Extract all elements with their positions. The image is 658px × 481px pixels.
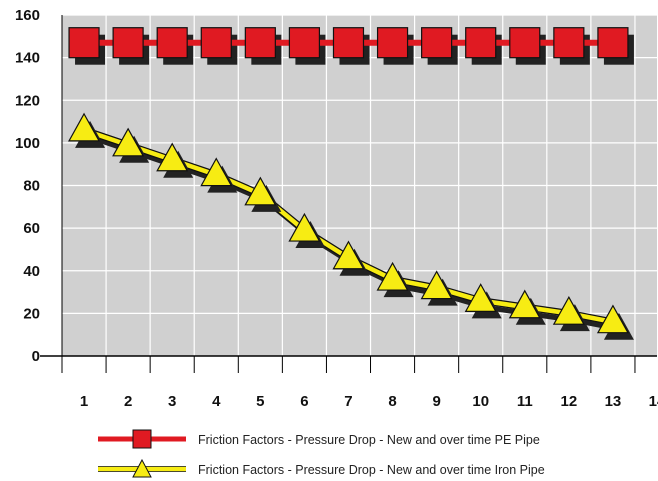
iron-point xyxy=(244,176,277,206)
pe-point xyxy=(509,27,541,59)
x-tick-label: 8 xyxy=(388,393,396,410)
iron-point xyxy=(596,304,629,334)
pe-point xyxy=(68,27,100,59)
x-tick-label: 11 xyxy=(517,393,533,410)
y-tick-label: 0 xyxy=(32,348,40,365)
x-tick-label: 9 xyxy=(432,393,440,410)
legend-label-iron-pipe: Friction Factors - Pressure Drop - New a… xyxy=(198,463,545,477)
x-tick-label: 3 xyxy=(168,393,176,410)
legend-marker-pe-pipe xyxy=(132,429,152,449)
y-tick-label: 60 xyxy=(23,220,40,237)
iron-point xyxy=(552,295,585,325)
series xyxy=(68,27,634,340)
series-pe-pipe xyxy=(68,27,634,65)
x-tick-label: 6 xyxy=(300,393,308,410)
iron-point xyxy=(464,283,497,312)
x-tick-label: 10 xyxy=(472,393,489,410)
iron-point xyxy=(508,289,541,319)
pe-point xyxy=(288,27,321,59)
y-tick-label: 80 xyxy=(23,178,40,195)
axes xyxy=(40,15,657,373)
iron-point xyxy=(200,157,233,187)
pe-point xyxy=(112,27,144,59)
x-tick-label: 14 xyxy=(649,393,658,410)
iron-point xyxy=(156,142,189,172)
x-tick-label: 2 xyxy=(124,393,132,410)
y-tick-label: 160 xyxy=(15,7,40,24)
x-tick-label: 1 xyxy=(80,393,88,410)
x-tick-label: 13 xyxy=(605,393,622,410)
pe-point xyxy=(421,27,453,59)
x-axis-tick-labels: 1234567891011121314 xyxy=(80,393,658,410)
grid-lines xyxy=(62,14,657,356)
x-tick-label: 12 xyxy=(561,393,578,410)
legend-item-iron-pipe: Friction Factors - Pressure Drop - New a… xyxy=(98,458,545,478)
pe-point xyxy=(465,27,497,59)
iron-point xyxy=(68,112,101,142)
legend: Friction Factors - Pressure Drop - New a… xyxy=(98,429,545,478)
y-tick-label: 100 xyxy=(15,135,40,152)
y-tick-label: 120 xyxy=(15,92,40,109)
series-iron-pipe xyxy=(68,112,634,340)
pe-point xyxy=(553,27,585,59)
iron-point xyxy=(376,261,409,291)
iron-point xyxy=(288,212,321,242)
x-tick-label: 4 xyxy=(212,393,221,410)
iron-point xyxy=(112,127,145,157)
x-tick-label: 7 xyxy=(344,393,352,410)
pe-point xyxy=(200,27,232,59)
iron-point xyxy=(332,240,365,270)
legend-label-pe-pipe: Friction Factors - Pressure Drop - New a… xyxy=(198,433,540,447)
pe-point xyxy=(332,27,365,59)
iron-point xyxy=(420,270,453,300)
legend-item-pe-pipe: Friction Factors - Pressure Drop - New a… xyxy=(98,429,540,449)
y-axis-tick-labels: 0 20 40 60 80 100 120 140 160 xyxy=(15,7,40,365)
legend-marker-iron-pipe xyxy=(132,458,152,478)
y-tick-label: 40 xyxy=(23,263,40,280)
y-tick-label: 20 xyxy=(23,305,40,322)
x-tick-label: 5 xyxy=(256,393,264,410)
pe-point xyxy=(156,27,188,59)
pe-point xyxy=(376,27,409,59)
pe-point xyxy=(244,27,276,59)
pe-point xyxy=(597,27,629,59)
y-tick-label: 140 xyxy=(15,50,40,67)
